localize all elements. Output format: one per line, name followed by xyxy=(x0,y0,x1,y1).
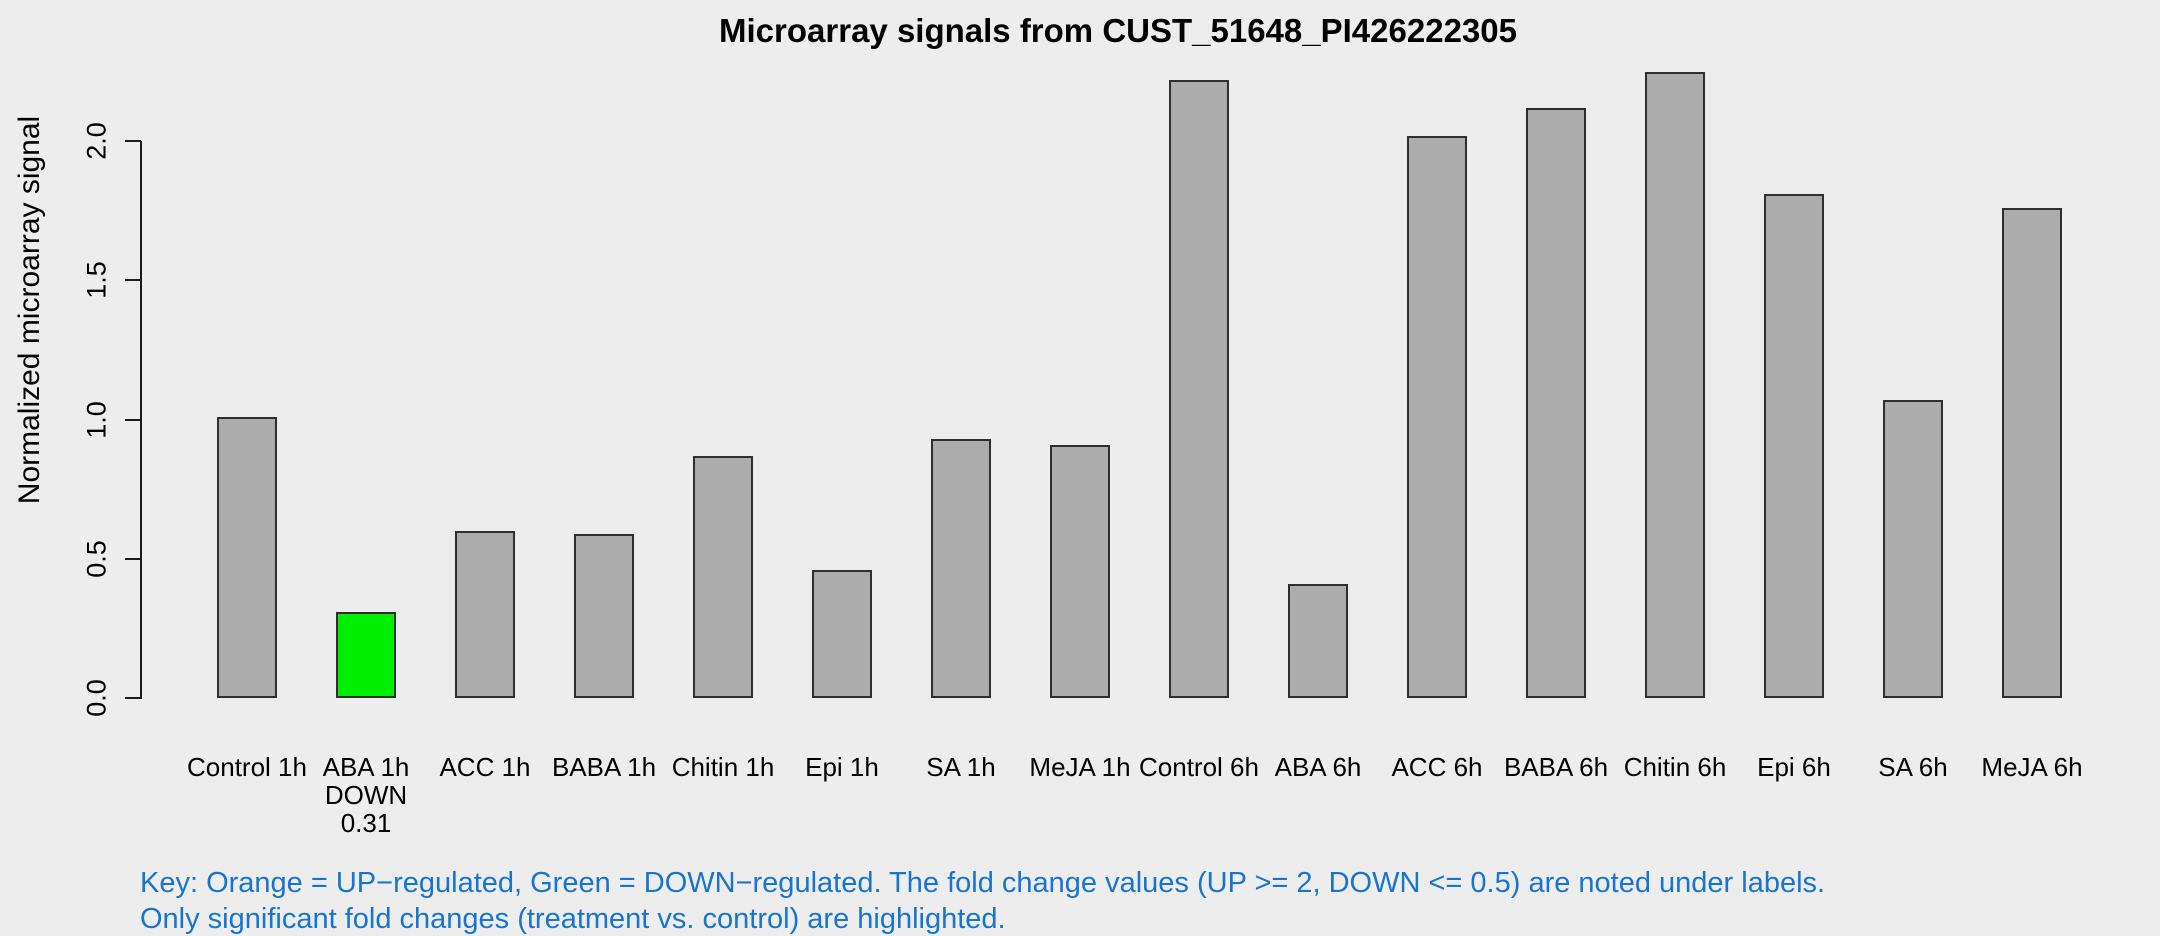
x-label-aba-6h: ABA 6h xyxy=(1258,753,1378,781)
bar-control-6h xyxy=(1169,79,1229,698)
y-axis-line xyxy=(140,141,142,699)
bar-chitin-6h xyxy=(1645,71,1705,698)
y-tick-mark-1.5 xyxy=(125,279,141,282)
chart-key: Key: Orange = UP−regulated, Green = DOWN… xyxy=(140,865,1825,936)
bar-meja-6h xyxy=(2002,208,2062,698)
x-label-epi-6h: Epi 6h xyxy=(1734,753,1854,781)
y-tick-mark-0.5 xyxy=(125,557,141,560)
bar-chitin-1h xyxy=(693,455,753,698)
x-label-text: MeJA 6h xyxy=(1981,752,2083,782)
x-label-text: ACC 1h xyxy=(439,752,531,782)
y-tick-mark-1.0 xyxy=(125,418,141,421)
bar-sa-1h xyxy=(931,439,991,698)
x-label-acc-1h: ACC 1h xyxy=(425,753,545,781)
y-tick-label-0.0: 0.0 xyxy=(81,679,112,717)
x-label-text: Chitin 6h xyxy=(1623,752,1727,782)
x-label-text: Control 1h xyxy=(187,752,307,782)
bar-sa-6h xyxy=(1883,400,1943,698)
x-label-meja-6h: MeJA 6h xyxy=(1972,753,2092,781)
bar-baba-1h xyxy=(574,533,634,698)
y-tick-label-1.0: 1.0 xyxy=(81,400,112,439)
x-label-text: SA 1h xyxy=(926,752,996,782)
y-tick-label-1.5: 1.5 xyxy=(81,261,112,300)
bar-acc-1h xyxy=(455,530,515,698)
bar-baba-6h xyxy=(1526,107,1586,698)
y-tick-mark-2.0 xyxy=(125,140,141,143)
x-label-text: SA 6h xyxy=(1878,752,1948,782)
x-label-sa-6h: SA 6h xyxy=(1853,753,1973,781)
bar-epi-1h xyxy=(812,569,872,698)
bar-meja-1h xyxy=(1050,444,1110,698)
x-label-text: ACC 6h xyxy=(1391,752,1483,782)
key-line-1: Key: Orange = UP−regulated, Green = DOWN… xyxy=(140,867,1826,899)
fold-change-value: 0.31 xyxy=(340,808,392,838)
key-line-2: Only significant fold changes (treatment… xyxy=(140,903,1006,935)
y-tick-label-2.0: 2.0 xyxy=(81,122,112,160)
bar-aba-6h xyxy=(1288,583,1348,698)
bar-epi-6h xyxy=(1764,194,1824,698)
bar-aba-1h xyxy=(336,611,396,698)
x-label-baba-1h: BABA 1h xyxy=(544,753,664,781)
x-label-chitin-1h: Chitin 1h xyxy=(663,753,783,781)
x-label-text: Chitin 1h xyxy=(671,752,775,782)
x-label-control-6h: Control 6h xyxy=(1139,753,1259,781)
x-label-text: Epi 6h xyxy=(1757,752,1831,782)
x-label-acc-6h: ACC 6h xyxy=(1377,753,1497,781)
x-label-aba-1h: ABA 1h DOWN 0.31 xyxy=(306,753,426,837)
x-label-text: BABA 6h xyxy=(1503,752,1609,782)
y-axis-title: Normalized microarray signal xyxy=(13,115,46,505)
x-label-sa-1h: SA 1h xyxy=(901,753,1021,781)
chart-title: Microarray signals from CUST_51648_PI426… xyxy=(719,12,1517,49)
x-label-text: MeJA 1h xyxy=(1029,752,1131,782)
regulation-label: DOWN xyxy=(324,780,408,810)
x-label-epi-1h: Epi 1h xyxy=(782,753,902,781)
bar-acc-6h xyxy=(1407,135,1467,698)
x-label-baba-6h: BABA 6h xyxy=(1496,753,1616,781)
x-label-text: Epi 1h xyxy=(805,752,879,782)
x-label-text: ABA 6h xyxy=(1274,752,1362,782)
y-tick-label-0.5: 0.5 xyxy=(81,540,112,578)
bar-control-1h xyxy=(217,416,277,698)
x-label-meja-1h: MeJA 1h xyxy=(1020,753,1140,781)
x-label-control-1h: Control 1h xyxy=(187,753,307,781)
x-label-chitin-6h: Chitin 6h xyxy=(1615,753,1735,781)
x-label-text: BABA 1h xyxy=(551,752,657,782)
y-tick-mark-0.0 xyxy=(125,697,141,699)
x-label-text: ABA 1h xyxy=(322,752,410,782)
x-label-text: Control 6h xyxy=(1139,752,1259,782)
